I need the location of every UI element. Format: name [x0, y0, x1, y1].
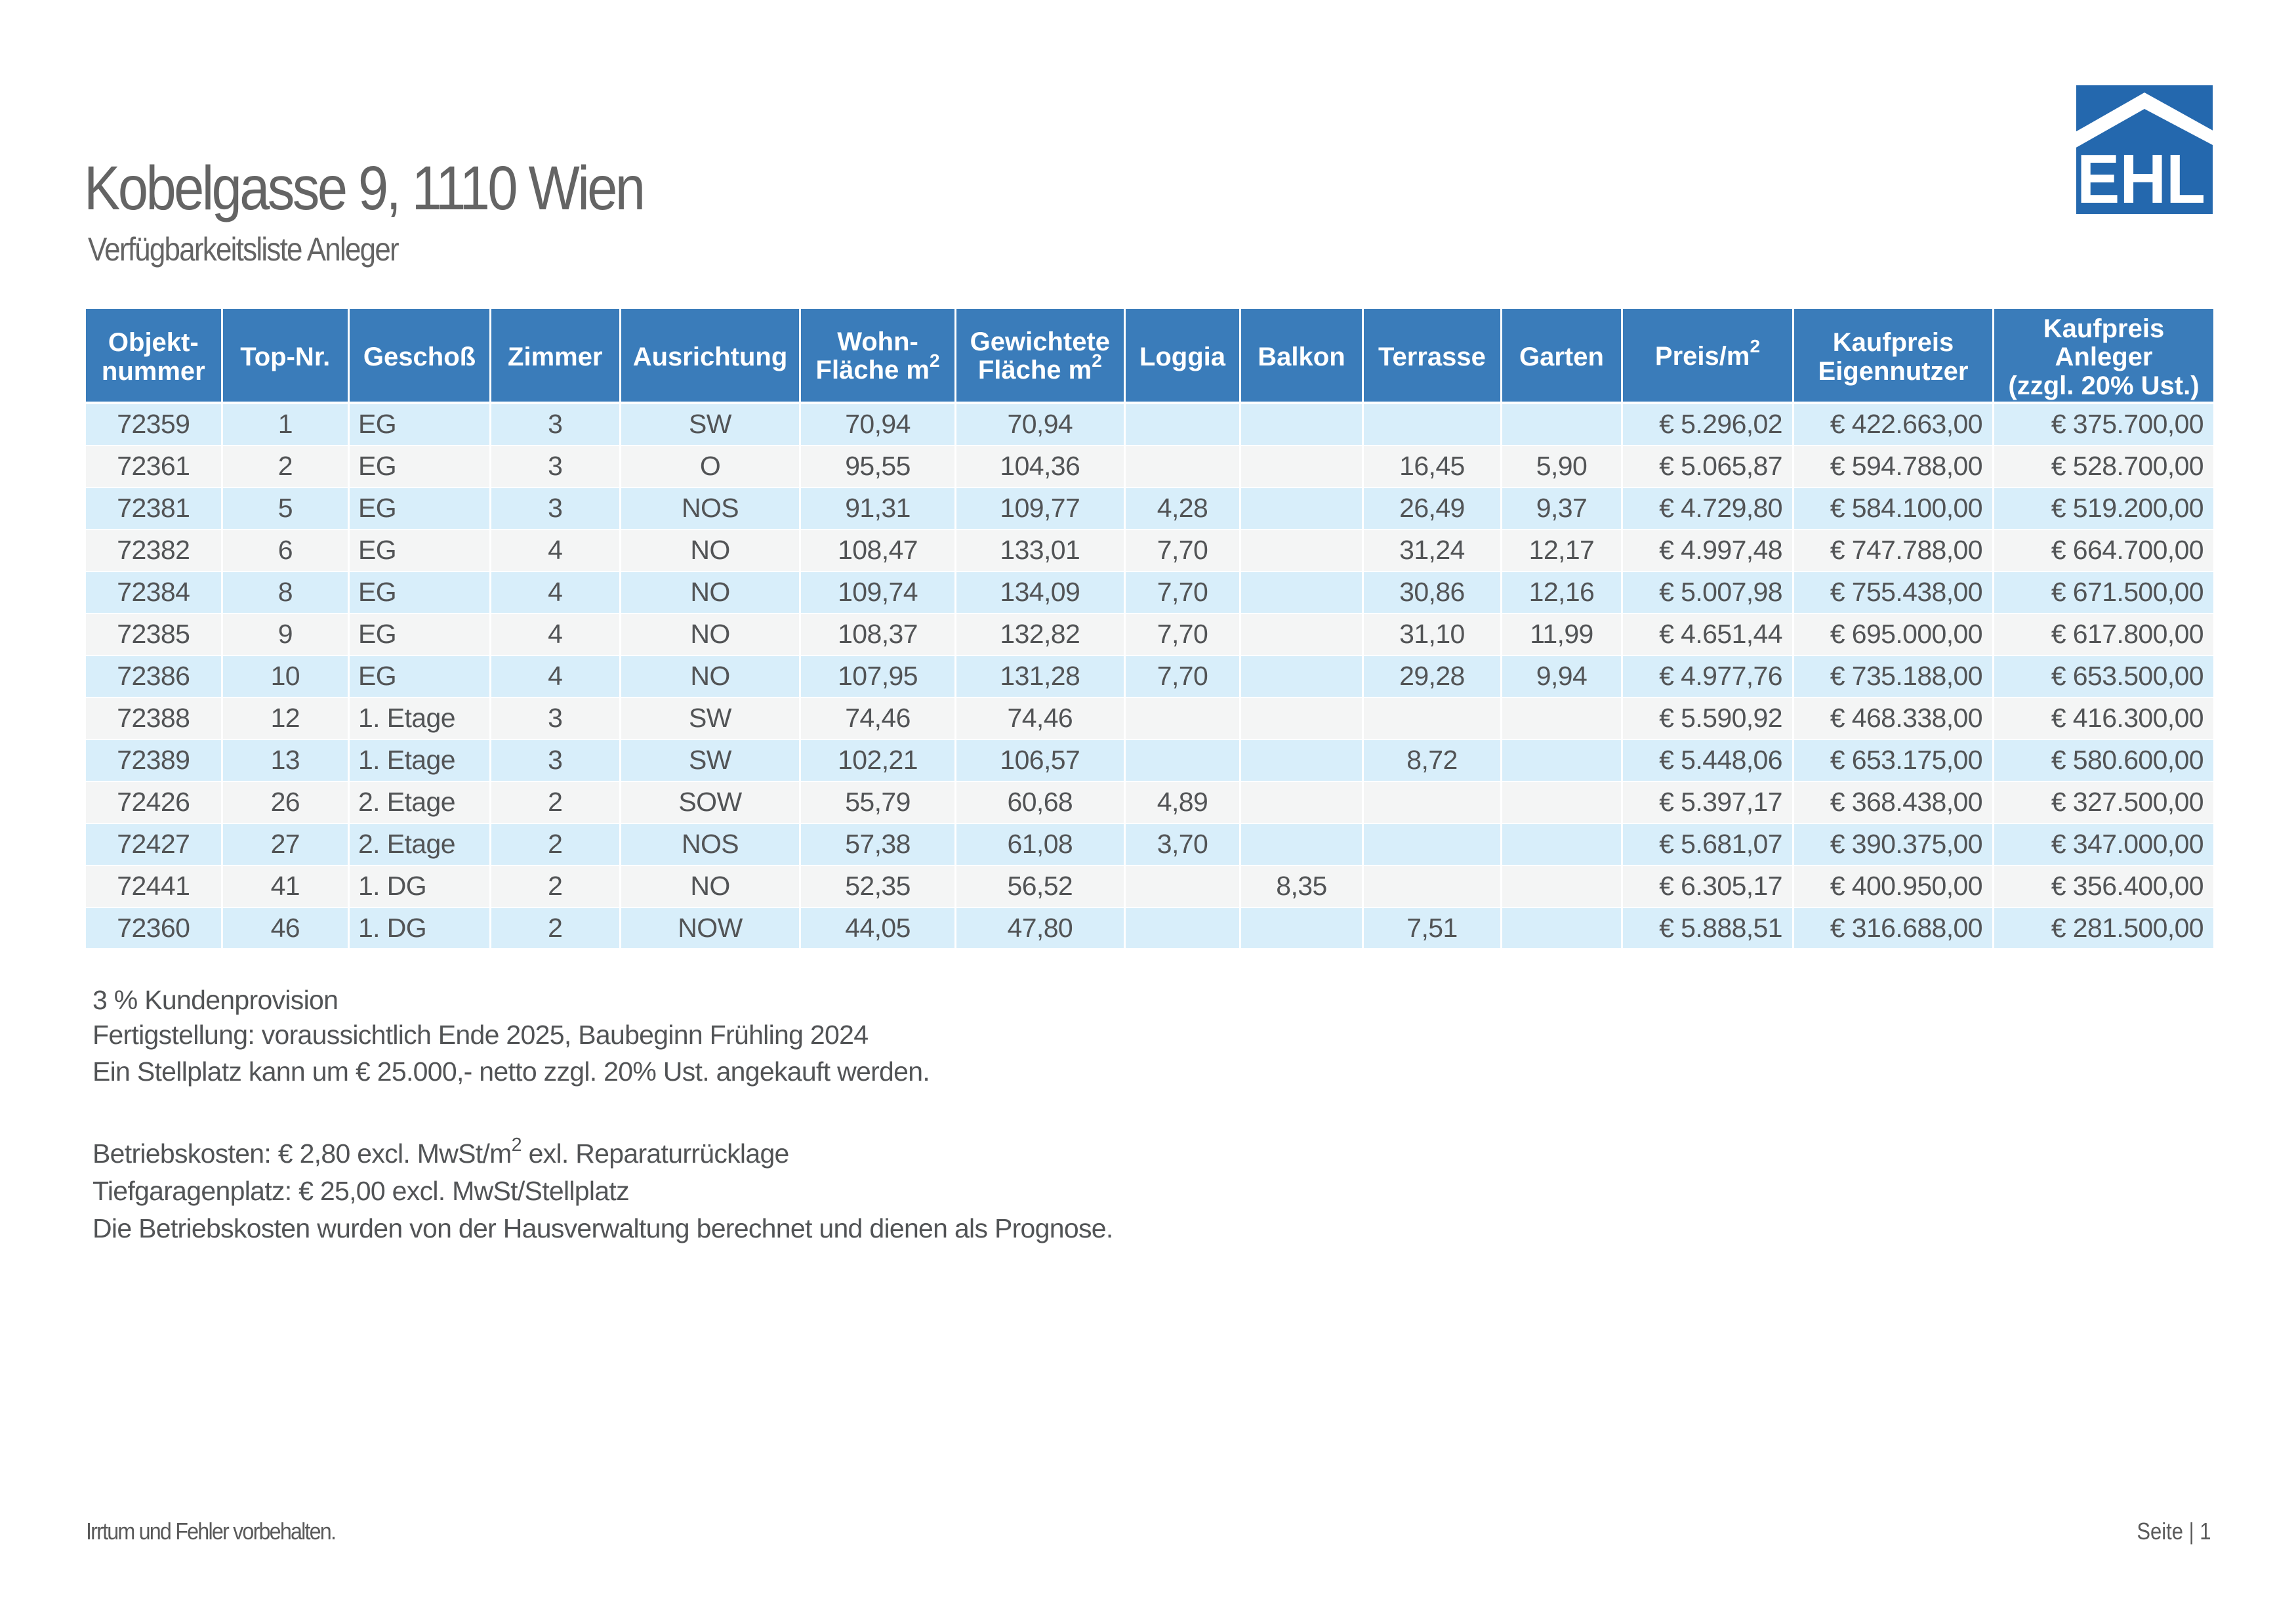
- svg-text:EHL: EHL: [2077, 140, 2205, 214]
